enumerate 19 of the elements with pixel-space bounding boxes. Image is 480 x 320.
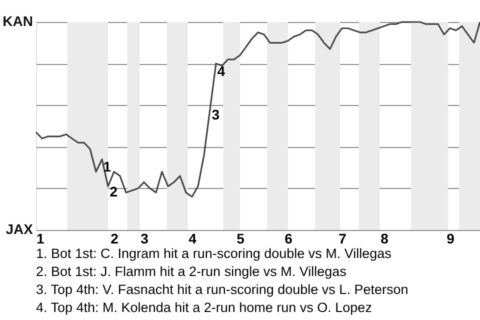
x-tick-label: 5 — [236, 230, 245, 246]
x-tick-label: 7 — [338, 230, 347, 246]
x-tick-label: 4 — [188, 230, 197, 246]
annotation: 3 — [212, 106, 220, 123]
x-tick-label: 6 — [284, 230, 293, 246]
text: 4. Top 4th: M. Kolenda hit a 2-run home run vs O. Lopez — [36, 300, 372, 315]
x-tick-label: 1 — [36, 230, 44, 246]
x-tick-label: 8 — [380, 230, 389, 246]
annotation: 1 — [103, 158, 112, 175]
x-tick-label: 2 — [110, 230, 119, 246]
text: 3. Top 4th: V. Fasnacht hit a run-scoring double vs L. Peterson — [36, 282, 408, 297]
text: JAX — [6, 221, 34, 237]
annotation: 4 — [217, 62, 226, 79]
x-tick-label: 3 — [140, 230, 149, 246]
text: KAN — [2, 13, 33, 29]
text: 2. Bot 1st: J. Flamm hit a 2-run single vs M. Villegas — [36, 264, 347, 279]
text: 1. Bot 1st: C. Ingram hit a run-scoring double vs M. Villegas — [36, 246, 392, 261]
annotation: 2 — [110, 184, 118, 200]
x-tick-label: 9 — [446, 230, 455, 246]
